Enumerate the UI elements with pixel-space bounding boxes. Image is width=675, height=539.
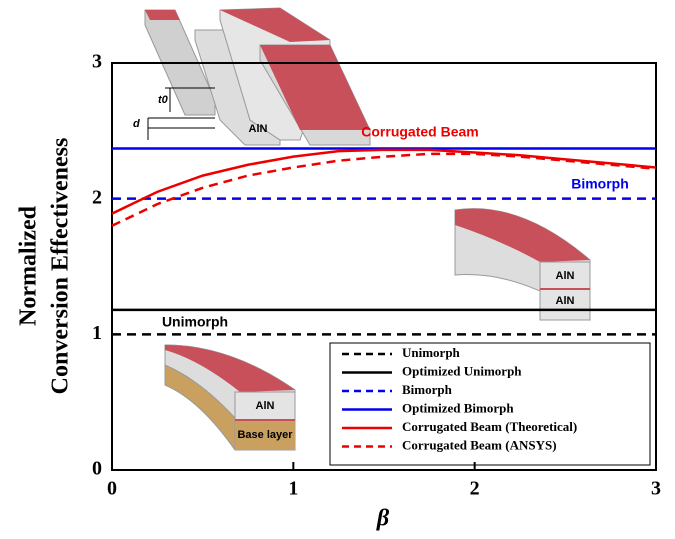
illustration-label: AlN: [556, 270, 575, 282]
corrugated-illustration: AlN t0 d: [133, 8, 370, 145]
annotation: Bimorph: [571, 176, 629, 192]
illustration-label: AlN: [249, 123, 268, 135]
x-tick-label: 3: [651, 478, 661, 500]
illustration-label: AlN: [556, 295, 575, 307]
legend-label: Unimorph: [402, 345, 461, 360]
unimorph-illustration: AlN Base layer: [165, 345, 295, 450]
x-axis-label: β: [376, 506, 390, 532]
illustration-label: AlN: [256, 400, 275, 412]
x-tick-label: 2: [470, 478, 480, 500]
illustration-label: t0: [158, 94, 169, 106]
legend-label: Optimized Unimorph: [402, 363, 522, 378]
annotation: Corrugated Beam: [361, 124, 478, 140]
chart: AlN t0 d AlN AlN AlN Base layer β Normal…: [0, 0, 675, 539]
y-axis-label: Conversion Effectiveness: [48, 138, 74, 395]
x-tick-label: 1: [288, 478, 298, 500]
legend-label: Corrugated Beam (ANSYS): [402, 437, 557, 452]
legend-label: Corrugated Beam (Theoretical): [402, 419, 577, 434]
illustration-label: d: [133, 118, 140, 130]
illustration-label: Base layer: [237, 429, 293, 441]
legend-label: Optimized Bimorph: [402, 400, 514, 415]
y-tick-label: 2: [92, 186, 102, 208]
annotation: Unimorph: [162, 314, 228, 330]
y-tick-label: 3: [92, 51, 102, 73]
bimorph-illustration: AlN AlN: [455, 209, 590, 320]
legend-label: Bimorph: [402, 382, 453, 397]
y-axis-label: Normalized: [16, 205, 42, 326]
y-tick-label: 1: [92, 322, 102, 344]
y-tick-label: 0: [92, 458, 102, 480]
x-tick-label: 0: [107, 478, 117, 500]
